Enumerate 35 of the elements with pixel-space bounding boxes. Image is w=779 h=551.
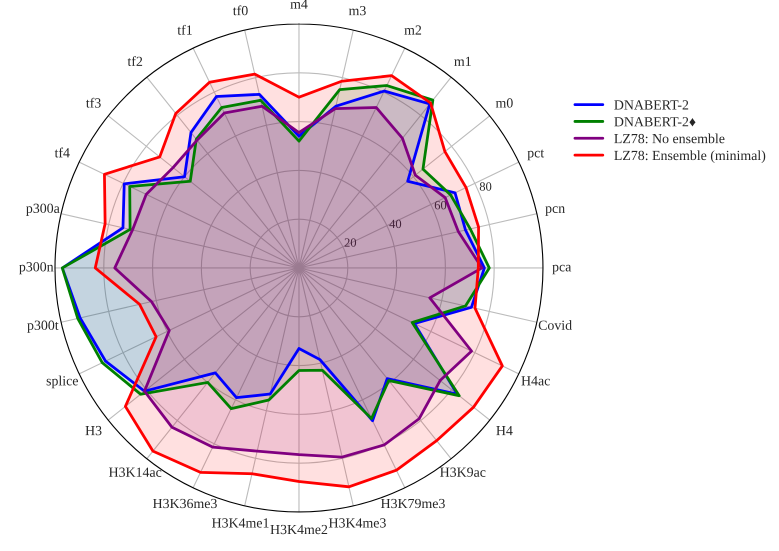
spoke-label: p300t xyxy=(27,320,59,333)
spoke-label: H3K4me3 xyxy=(328,518,386,528)
spoke-label: p300a xyxy=(26,204,60,216)
spoke-label: m0 xyxy=(496,98,513,108)
spoke-label: m3 xyxy=(348,6,366,16)
spoke-label: tf1 xyxy=(177,24,192,35)
spoke-label: tf0 xyxy=(232,5,248,16)
y-tick-label: 40 xyxy=(389,220,402,228)
spoke-label: H3K14ac xyxy=(108,468,162,477)
spoke-label: tf2 xyxy=(128,56,142,66)
spoke-label: splice xyxy=(46,376,78,388)
legend-label: DNABERT-2♦ xyxy=(614,117,696,126)
legend-label: LZ78: Ensemble (minimal) xyxy=(614,150,766,163)
spoke-label: H3K79me3 xyxy=(380,498,445,508)
spoke-label: pcn xyxy=(545,206,565,216)
spoke-label: H3K9ac xyxy=(440,468,486,477)
legend-label: DNABERT-2 xyxy=(614,100,688,110)
spoke-label: tf3 xyxy=(86,98,101,108)
spoke-label: m2 xyxy=(404,25,422,35)
spoke-label: pca xyxy=(552,264,572,274)
legend-label: LZ78: No ensemble xyxy=(614,134,724,144)
spoke-label: p300n xyxy=(19,262,54,274)
spoke-label: H4 xyxy=(496,426,513,436)
spoke-label: H3K4me2 xyxy=(270,524,328,534)
y-tick-label: 80 xyxy=(480,182,492,191)
spoke-label: tf4 xyxy=(54,148,70,158)
y-tick-label: 60 xyxy=(434,200,446,210)
spoke-label: pct xyxy=(527,150,544,160)
spoke-label: H3 xyxy=(85,426,102,436)
y-tick-label: 20 xyxy=(344,238,356,247)
spoke-label: m1 xyxy=(454,56,471,66)
spoke-label: H3K36me3 xyxy=(152,498,217,508)
spoke-label: H3K4me1 xyxy=(212,518,269,528)
spoke-label: Covid xyxy=(538,320,572,330)
spoke-label: H4ac xyxy=(521,376,550,386)
